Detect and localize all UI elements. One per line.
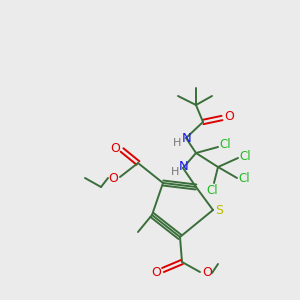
Text: H: H — [171, 167, 179, 177]
Text: Cl: Cl — [239, 151, 251, 164]
Text: S: S — [215, 203, 223, 217]
Text: O: O — [108, 172, 118, 184]
Text: Cl: Cl — [238, 172, 250, 184]
Text: N: N — [182, 131, 192, 145]
Text: Cl: Cl — [219, 139, 231, 152]
Text: H: H — [173, 138, 181, 148]
Text: O: O — [224, 110, 234, 124]
Text: O: O — [202, 266, 212, 280]
Text: N: N — [179, 160, 189, 173]
Text: O: O — [110, 142, 120, 154]
Text: O: O — [151, 266, 161, 280]
Text: Cl: Cl — [206, 184, 218, 197]
